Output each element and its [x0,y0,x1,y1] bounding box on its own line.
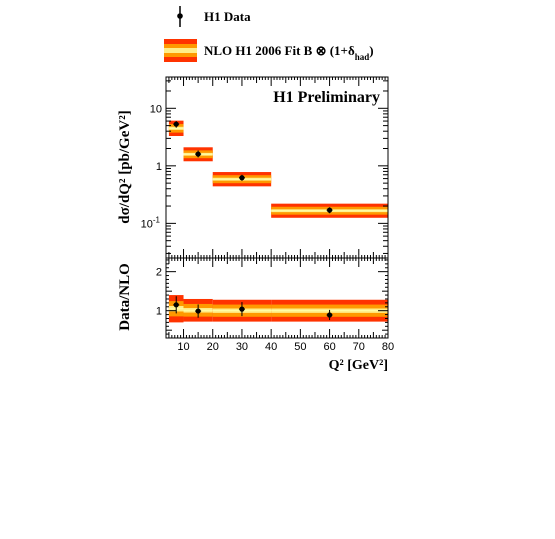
x-tick-label: 50 [294,341,306,353]
ratio-marker [326,312,333,318]
top-marker [173,121,179,127]
top-marker [195,151,201,157]
x-tick-label: 30 [236,341,248,353]
top-marker [239,175,245,181]
legend-data-marker [177,13,183,19]
x-axis-label: Q² [GeV²] [329,358,388,373]
x-tick-label: 80 [382,341,394,353]
legend-band-inner [164,48,197,53]
x-tick-label: 70 [353,341,365,353]
ratio-y-tick-label: 1 [156,306,162,318]
top-y-axis-label: dσ/dQ² [pb/GeV²] [117,110,133,223]
x-tick-label: 60 [323,341,335,353]
top-y-tick-label: 1 [156,161,162,173]
top-y-ticks: 10-1 1 10 [141,80,388,254]
ratio-marker [173,302,179,308]
ratio-y-tick-label: 2 [156,267,162,279]
cross-section-panel: 10-1 1 10 H1 Preliminary dσ/dQ² [pb/GeV²] [117,76,389,259]
legend-nlo-label: NLO H1 2006 Fit B ⊗ (1+δhad) [204,43,374,62]
ratio-frame [165,257,389,339]
ratio-y-axis-label: Data/NLO [117,263,133,331]
preliminary-label: H1 Preliminary [273,89,380,106]
top-nlo-bands [168,120,388,218]
ratio-panel: 12 10 20 30 40 50 60 70 80 Data/NLO Q² [GeV²] [117,257,394,373]
ratio-nlo-bands [168,295,388,323]
x-tick-label: 10 [177,341,189,353]
legend: H1 Data NLO H1 2006 Fit B ⊗ (1+δhad) [164,6,374,62]
ratio-y-ticks: 12 [156,259,388,335]
ratio-marker [195,308,201,314]
top-y-tick-label: 10 [150,103,162,115]
ratio-data-points [173,296,333,321]
legend-data-label: H1 Data [204,9,251,24]
x-tick-label: 40 [265,341,277,353]
top-marker [326,207,333,213]
x-tick-label: 20 [207,341,219,353]
top-data-points [173,121,333,214]
top-y-tick-label: 10-1 [141,215,161,230]
ratio-marker [239,306,245,312]
